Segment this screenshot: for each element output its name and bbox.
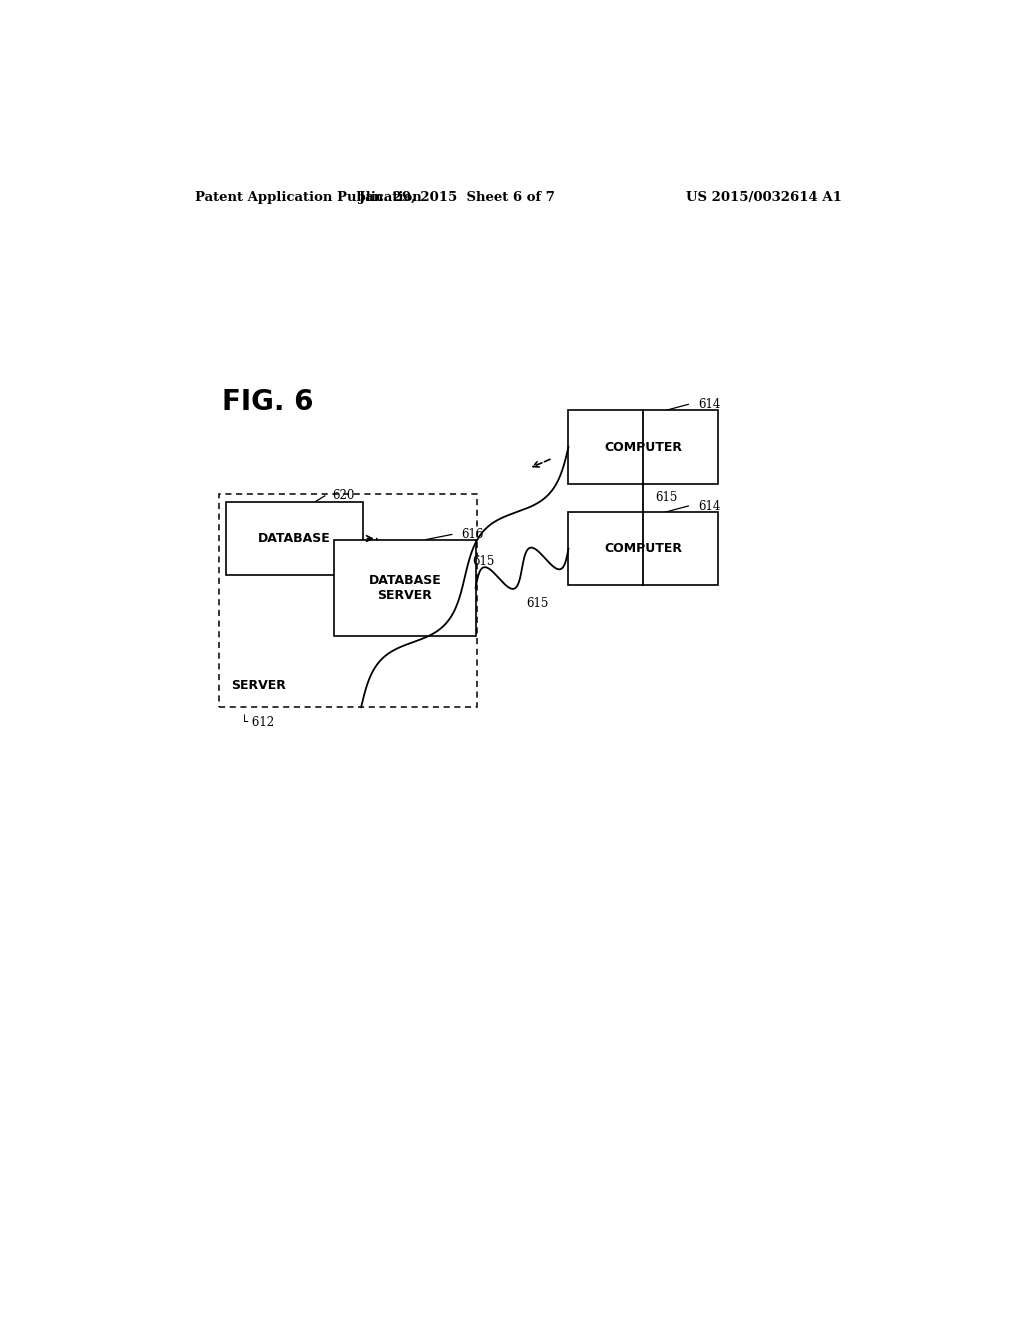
Bar — [225, 502, 362, 576]
Text: DATABASE: DATABASE — [258, 532, 331, 545]
Text: Patent Application Publication: Patent Application Publication — [196, 190, 422, 203]
Text: 600: 600 — [572, 457, 596, 470]
Text: └ 612: └ 612 — [242, 717, 274, 730]
Text: US 2015/0032614 A1: US 2015/0032614 A1 — [686, 190, 842, 203]
Bar — [334, 540, 475, 636]
Bar — [568, 512, 718, 585]
Bar — [568, 411, 718, 483]
Text: 614: 614 — [697, 499, 720, 512]
Text: 615: 615 — [473, 556, 495, 569]
Text: 620: 620 — [333, 490, 355, 503]
Text: 614: 614 — [697, 397, 720, 411]
Text: 615: 615 — [526, 598, 549, 610]
Text: DATABASE
SERVER: DATABASE SERVER — [369, 574, 441, 602]
Text: COMPUTER: COMPUTER — [604, 441, 682, 454]
Text: FIG. 6: FIG. 6 — [221, 388, 313, 416]
Bar — [219, 494, 477, 708]
Text: COMPUTER: COMPUTER — [604, 543, 682, 556]
Text: SERVER: SERVER — [231, 678, 286, 692]
Text: 615: 615 — [655, 491, 677, 504]
Text: 616: 616 — [461, 528, 483, 541]
Text: Jan. 29, 2015  Sheet 6 of 7: Jan. 29, 2015 Sheet 6 of 7 — [359, 190, 555, 203]
